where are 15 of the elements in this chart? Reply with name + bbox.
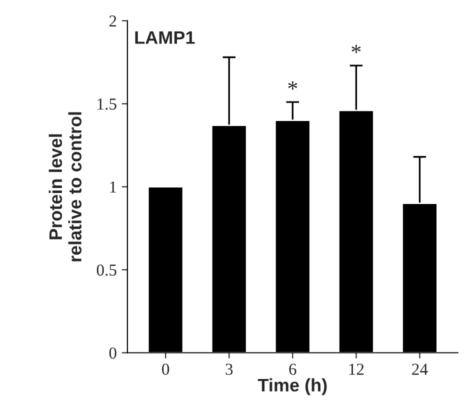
- x-tick-label: 24: [412, 364, 428, 375]
- y-tick-label: 1.5: [98, 98, 116, 110]
- x-tick-label: 3: [226, 364, 233, 375]
- y-tick-label: 1: [110, 182, 116, 193]
- y-tick-label: 0.5: [96, 264, 116, 276]
- annotation: *: [352, 44, 361, 54]
- chart-title: LAMP1: [135, 31, 195, 44]
- y-tick-label: 2: [109, 15, 116, 27]
- annotation: *: [288, 81, 298, 90]
- x-tick-label: 6: [289, 364, 296, 375]
- y-tick-label: 0: [109, 347, 116, 359]
- y-axis-title: Protein level relative to control: [48, 112, 82, 262]
- x-tick-label: 0: [162, 364, 170, 375]
- x-tick-label: 12: [349, 364, 364, 375]
- x-axis-title: Time (h): [258, 378, 327, 396]
